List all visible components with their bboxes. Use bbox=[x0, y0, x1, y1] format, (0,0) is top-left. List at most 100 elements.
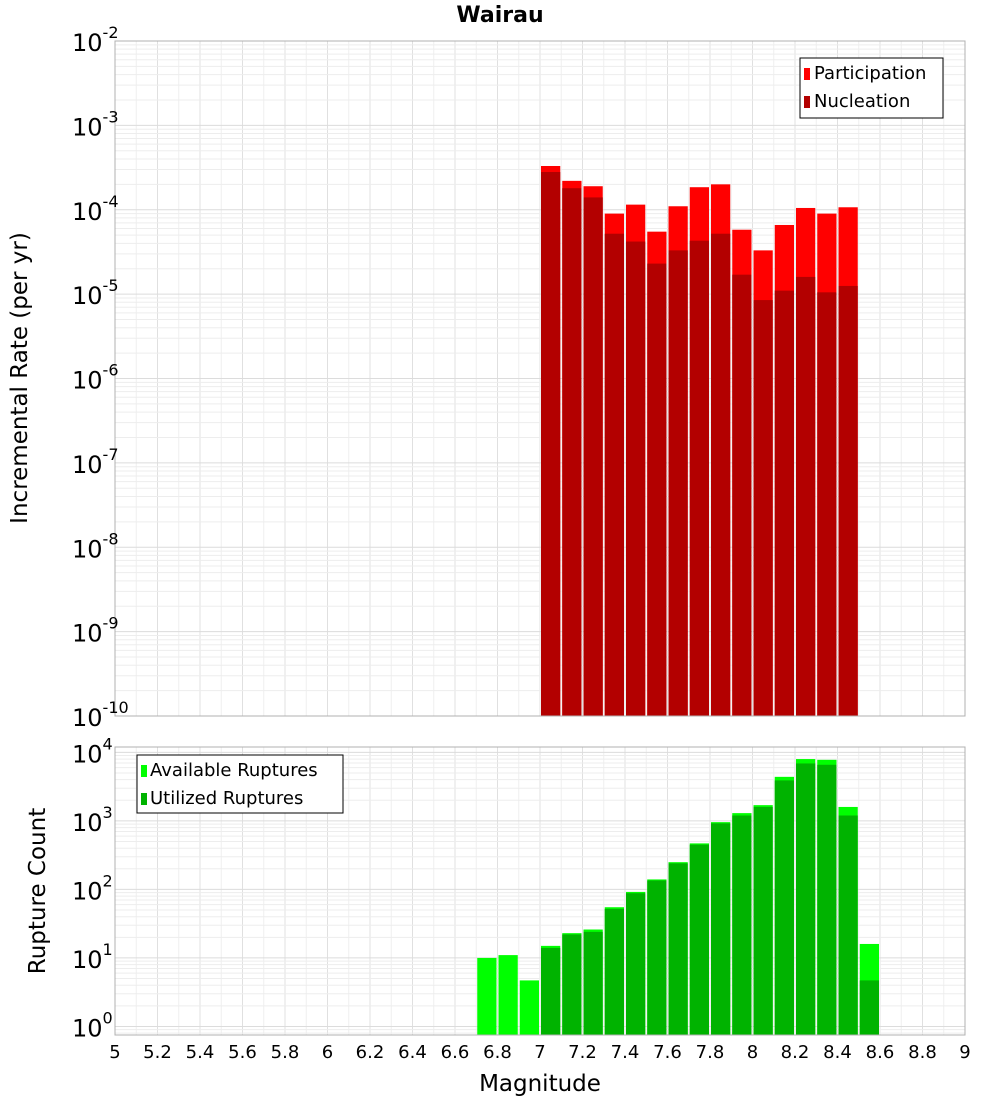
x-tick-label: 6.8 bbox=[483, 1042, 512, 1063]
rupture-bar bbox=[774, 780, 794, 1035]
legend-swatch bbox=[141, 765, 147, 777]
rupture-y-tick-base: 10 bbox=[72, 740, 103, 768]
rupture-y-tick-exponent: 4 bbox=[103, 734, 113, 753]
legend-label: Nucleation bbox=[814, 91, 910, 112]
rate-bars bbox=[541, 166, 858, 717]
x-tick-label: 5.6 bbox=[228, 1042, 257, 1063]
x-tick-label: 8.8 bbox=[908, 1042, 937, 1063]
rupture-y-tick-exponent: 0 bbox=[103, 1008, 113, 1027]
rupture-y-tick-label: 100 bbox=[72, 1008, 113, 1042]
rupture-bar bbox=[859, 980, 879, 1035]
legend-swatch bbox=[804, 68, 810, 80]
rate-y-tick-base: 10 bbox=[72, 620, 103, 648]
legend-label: Available Ruptures bbox=[150, 760, 318, 781]
rate-bar bbox=[838, 285, 858, 716]
rate-bar bbox=[711, 233, 731, 716]
y-axis-label-rate: Incremental Rate (per yr) bbox=[7, 232, 33, 524]
rate-y-tick-base: 10 bbox=[72, 367, 103, 395]
rupture-bar bbox=[626, 893, 646, 1035]
x-tick-label: 8.6 bbox=[866, 1042, 895, 1063]
rate-bar bbox=[541, 172, 561, 716]
rate-y-tick-label: 10-9 bbox=[72, 614, 119, 648]
rate-y-tick-exponent: -10 bbox=[103, 698, 129, 717]
rupture-bar bbox=[838, 815, 858, 1035]
rupture-y-tick-base: 10 bbox=[72, 1014, 103, 1042]
rate-y-tick-exponent: -8 bbox=[103, 529, 119, 548]
rate-y-tick-base: 10 bbox=[72, 198, 103, 226]
rate-bar bbox=[668, 250, 688, 717]
y-axis-label-rupture-count: Rupture Count bbox=[25, 808, 51, 974]
rate-y-tick-base: 10 bbox=[72, 535, 103, 563]
x-tick-label: 5.8 bbox=[271, 1042, 300, 1063]
legend-box bbox=[136, 754, 344, 814]
x-tick-label: 6 bbox=[322, 1042, 333, 1063]
x-tick-label: 5.2 bbox=[143, 1042, 172, 1063]
rupture-bar bbox=[604, 908, 624, 1035]
x-ticks: 5 5.2 5.4 5.6 5.8 6 6.2 6.4 6.6 6.8 7 7.2 7.4 7.6 7.8 8… bbox=[109, 1042, 970, 1063]
rate-legend: Participation Nucleation bbox=[799, 57, 944, 119]
rate-y-tick-label: 10-6 bbox=[72, 361, 119, 395]
rate-y-tick-exponent: -3 bbox=[103, 107, 119, 126]
rate-bar bbox=[583, 197, 603, 717]
x-tick-label: 7.2 bbox=[568, 1042, 597, 1063]
legend-label: Participation bbox=[814, 63, 926, 84]
rate-y-tick-base: 10 bbox=[72, 29, 103, 57]
rupture-bar bbox=[519, 980, 539, 1035]
rupture-bar bbox=[753, 806, 773, 1035]
rate-y-tick-label: 10-3 bbox=[72, 107, 119, 141]
rate-y-tick-label: 10-7 bbox=[72, 445, 119, 479]
rate-y-tick-label: 10-4 bbox=[72, 192, 119, 226]
x-tick-label: 6.2 bbox=[356, 1042, 385, 1063]
x-tick-label: 5 bbox=[109, 1042, 120, 1063]
x-tick-label: 7.4 bbox=[611, 1042, 640, 1063]
rate-bar bbox=[774, 290, 794, 716]
x-axis-label: Magnitude bbox=[479, 1071, 601, 1097]
x-tick-label: 8 bbox=[747, 1042, 758, 1063]
rupture-legend: Available Ruptures Utilized Ruptures bbox=[136, 754, 344, 814]
legend-label: Utilized Ruptures bbox=[150, 788, 303, 809]
x-tick-label: 7 bbox=[534, 1042, 545, 1063]
rupture-y-tick-label: 104 bbox=[72, 734, 113, 768]
rupture-bars bbox=[477, 759, 879, 1035]
rupture-bar bbox=[541, 947, 561, 1035]
rupture-bar bbox=[498, 955, 518, 1035]
x-tick-label: 6.4 bbox=[398, 1042, 427, 1063]
rupture-y-tick-base: 10 bbox=[72, 809, 103, 837]
rate-y-tick-exponent: -4 bbox=[103, 192, 119, 211]
x-tick-label: 7.6 bbox=[653, 1042, 682, 1063]
rate-bar bbox=[647, 263, 667, 716]
rate-y-tick-exponent: -6 bbox=[103, 361, 119, 380]
rate-y-tick-base: 10 bbox=[72, 704, 103, 732]
rupture-bar bbox=[711, 823, 731, 1035]
rate-bar bbox=[796, 276, 816, 716]
rupture-bar bbox=[689, 844, 709, 1035]
rupture-series-2 bbox=[541, 763, 879, 1035]
rate-y-tick-exponent: -7 bbox=[103, 445, 119, 464]
rate-bar bbox=[817, 292, 837, 716]
rate-bar bbox=[604, 233, 624, 716]
legend-box bbox=[799, 57, 944, 119]
legend-swatch bbox=[141, 793, 147, 805]
rupture-bar bbox=[668, 863, 688, 1035]
rate-y-tick-base: 10 bbox=[72, 113, 103, 141]
rupture-bar bbox=[732, 815, 752, 1035]
legend-swatch bbox=[804, 96, 810, 108]
rupture-bar bbox=[583, 931, 603, 1035]
rupture-y-tick-label: 103 bbox=[72, 803, 113, 837]
rupture-plot-frame bbox=[114, 746, 966, 1036]
rate-bar bbox=[626, 241, 646, 717]
rate-y-tick-label: 10-10 bbox=[72, 698, 129, 732]
rate-bar bbox=[732, 274, 752, 716]
rate-bar bbox=[753, 300, 773, 716]
rupture-y-tick-base: 10 bbox=[72, 946, 103, 974]
rupture-bar bbox=[647, 880, 667, 1035]
x-tick-label: 9 bbox=[959, 1042, 970, 1063]
rate-series-2 bbox=[541, 172, 858, 717]
rupture-bar bbox=[477, 957, 497, 1035]
rate-y-tick-base: 10 bbox=[72, 282, 103, 310]
x-tick-label: 8.4 bbox=[823, 1042, 852, 1063]
